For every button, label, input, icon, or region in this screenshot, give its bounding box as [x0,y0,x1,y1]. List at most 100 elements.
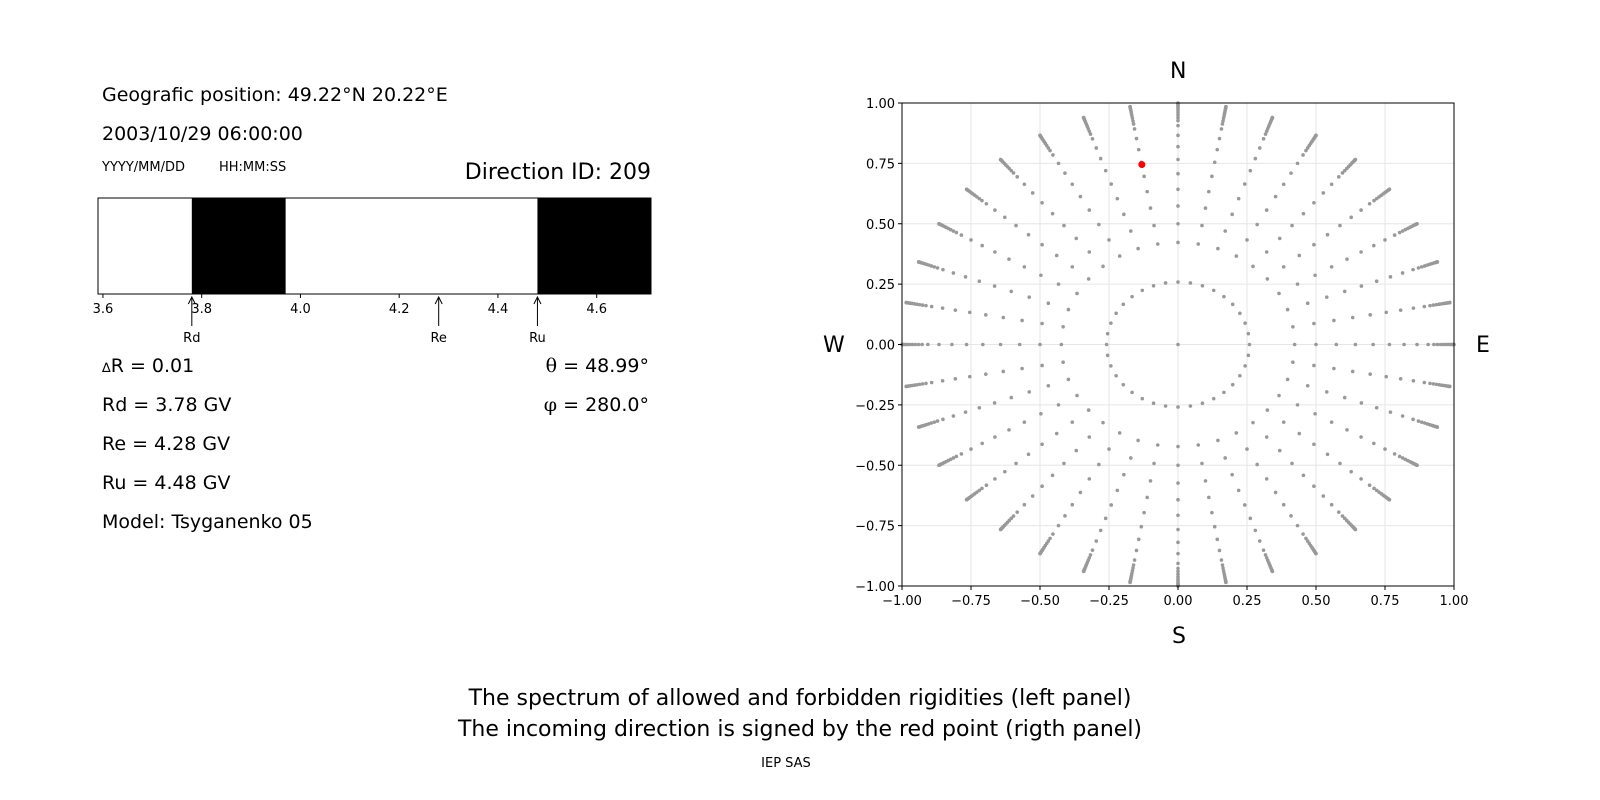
grid-point [1336,175,1341,179]
x-tick-label: −0.75 [951,594,991,609]
grid-point [1301,532,1305,536]
grid-point [1220,122,1225,126]
grid-point [1176,115,1180,120]
grid-point [1196,242,1201,246]
grid-point [1104,342,1109,347]
grid-point [1140,288,1145,293]
grid-point [1216,438,1220,443]
grid-point [1332,366,1336,371]
grid-point [1176,187,1180,192]
grid-point [1359,435,1363,439]
grid-point [1277,236,1282,241]
grid-point [910,342,915,347]
grid-point [963,275,968,279]
grid-point [1329,502,1334,507]
y-tick-label: −0.75 [855,520,895,535]
grid-point [1097,222,1101,227]
grid-point [1245,447,1249,451]
grid-point [1285,377,1290,382]
grid-point [1176,551,1180,556]
grid-point [1384,310,1389,315]
grid-point [993,477,997,481]
x-tick-label: 1.00 [1440,594,1469,609]
geographic-position: Geografic position: 49.22°N 20.22°E [102,84,448,106]
grid-point [1243,364,1247,368]
grid-point [1305,383,1310,388]
grid-point [1402,342,1406,347]
grid-point [1264,250,1269,254]
grid-point [1448,384,1452,389]
grid-point [1088,132,1093,136]
grid-point [980,243,985,248]
grid-point [1176,280,1180,284]
grid-point [1050,473,1055,478]
grid-point [1103,516,1108,521]
grid-point [1415,221,1419,226]
grid-point [1176,463,1180,468]
grid-point [1264,208,1269,212]
grid-point [1281,502,1286,507]
grid-point [924,303,928,308]
grid-point [1314,133,1318,138]
caption-line-1: The spectrum of allowed and forbidden ri… [468,686,1132,711]
grid-point [941,417,945,422]
grid-point [929,304,934,309]
grid-point [940,306,945,310]
grid-point [1051,153,1055,157]
grid-point [1054,431,1059,436]
grid-point [1431,382,1436,386]
grid-point [1246,331,1251,336]
grid-point [1142,510,1146,515]
grid-point [1070,420,1075,424]
grid-point [1371,342,1375,347]
grid-point [916,342,921,347]
grid-point [1342,289,1347,294]
compass-east: E [1476,333,1490,358]
grid-point [1397,454,1402,459]
grid-point [1224,104,1228,109]
grid-point [1301,211,1306,216]
grid-point [1163,281,1168,285]
grid-point [1207,189,1211,194]
grid-point [1020,318,1024,323]
ru-value: Ru = 4.48 GV [102,472,231,494]
grid-point [1188,404,1193,408]
grid-point [1243,321,1247,325]
grid-point [1411,417,1415,422]
grid-point [1151,401,1156,406]
grid-point [1090,548,1095,552]
grid-point [1117,254,1122,258]
grid-point [1109,182,1114,186]
grid-point [1345,428,1349,432]
grid-point [1176,171,1180,176]
grid-point [1242,182,1247,186]
grid-point [1415,463,1419,468]
grid-point [917,302,922,307]
grid-point [977,405,982,410]
grid-point [1088,553,1093,557]
grid-point [1432,342,1436,347]
grid-point [1176,561,1180,566]
grid-point [1061,360,1065,365]
grid-point [1383,447,1387,451]
grid-point [1270,115,1275,120]
grid-point [1152,223,1156,228]
grid-point [1217,136,1222,141]
grid-point [1281,182,1286,187]
grid-point [1221,119,1225,123]
grid-point [1200,283,1205,288]
grid-point [1220,563,1225,567]
grid-point [1155,242,1160,246]
grid-point [1295,523,1300,528]
grid-point [1027,390,1032,394]
grid-point [1435,260,1440,264]
grid-point [1359,284,1364,288]
direction-scatter-chart: −1.00−1.00 −0.75 −0.75 −0.50 −0.50 −0.25 −0.25… [855,97,1469,609]
grid-point [1048,148,1052,153]
grid-point [1145,189,1149,194]
grid-point [1411,267,1415,272]
grid-point [969,238,973,242]
marker-arrowhead [187,295,196,305]
grid-point [1340,514,1345,518]
grid-point [1301,153,1305,157]
